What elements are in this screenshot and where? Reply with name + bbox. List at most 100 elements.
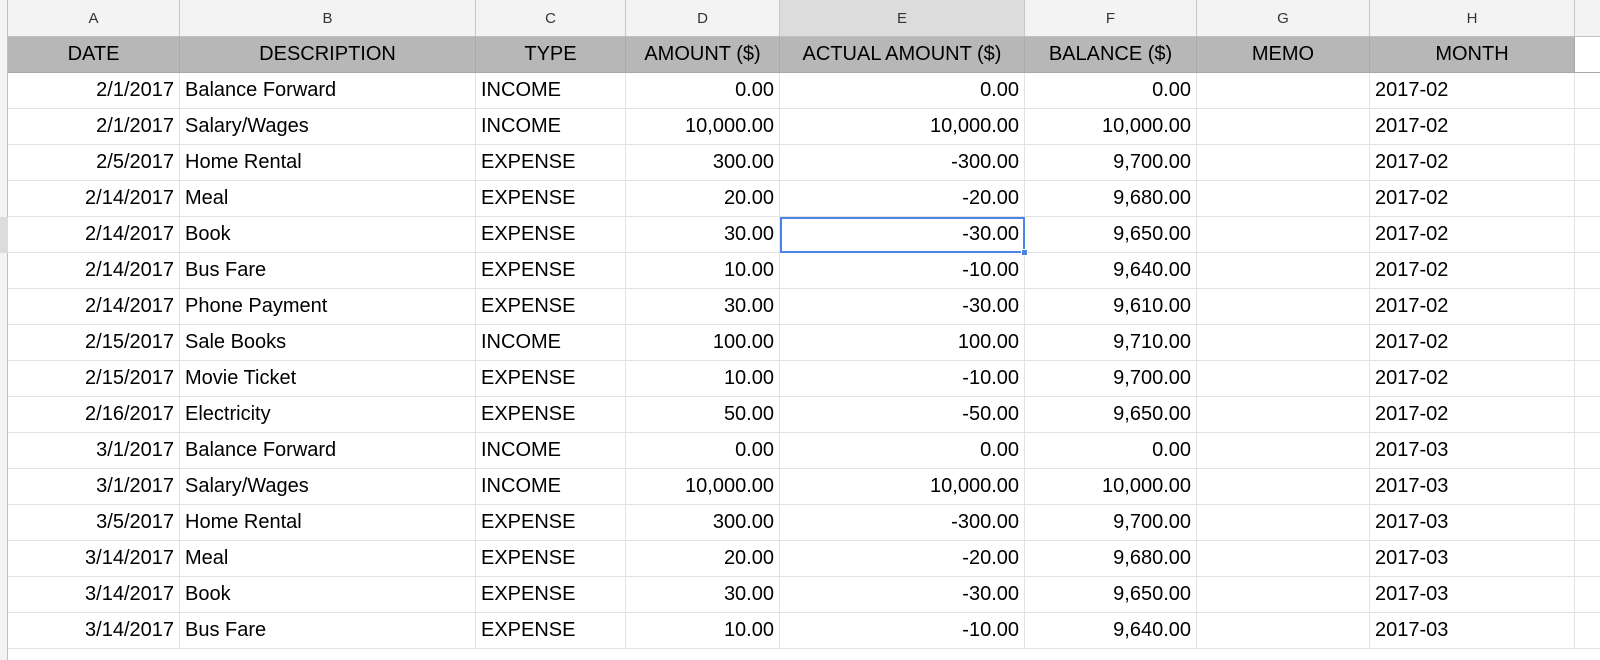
cell-month[interactable]: 2017-02 — [1370, 109, 1575, 145]
empty-cell[interactable] — [1575, 253, 1600, 289]
cell-amount[interactable]: 100.00 — [626, 325, 780, 361]
cell-balance[interactable]: 9,680.00 — [1025, 181, 1197, 217]
cell-description[interactable]: Salary/Wages — [180, 469, 476, 505]
cell-month[interactable]: 2017-02 — [1370, 73, 1575, 109]
column-header-b[interactable]: B — [180, 0, 476, 36]
cell-actual-amount[interactable]: -30.00 — [780, 577, 1025, 613]
cell-balance[interactable]: 9,700.00 — [1025, 145, 1197, 181]
cell-amount[interactable]: 10,000.00 — [626, 109, 780, 145]
empty-cell[interactable] — [1575, 73, 1600, 109]
cell-month[interactable]: 2017-03 — [1370, 613, 1575, 649]
empty-cell[interactable] — [1575, 325, 1600, 361]
cell-actual-amount[interactable]: -10.00 — [780, 361, 1025, 397]
cell-type[interactable]: INCOME — [476, 433, 626, 469]
cell-actual-amount[interactable]: -50.00 — [780, 397, 1025, 433]
cell-actual-amount[interactable]: 10,000.00 — [780, 109, 1025, 145]
empty-cell[interactable] — [1575, 505, 1600, 541]
empty-cell[interactable] — [1575, 433, 1600, 469]
cell-balance[interactable]: 9,640.00 — [1025, 613, 1197, 649]
cell-date[interactable]: 2/15/2017 — [8, 361, 180, 397]
cell-memo[interactable] — [1197, 217, 1370, 253]
cell-memo[interactable] — [1197, 361, 1370, 397]
cell-balance[interactable]: 9,640.00 — [1025, 253, 1197, 289]
cell-balance[interactable]: 9,700.00 — [1025, 505, 1197, 541]
cell-actual-amount[interactable]: 0.00 — [780, 73, 1025, 109]
cell-month[interactable]: 2017-02 — [1370, 145, 1575, 181]
cell-type[interactable]: EXPENSE — [476, 397, 626, 433]
cell-actual-amount[interactable]: -30.00 — [780, 289, 1025, 325]
column-header-e[interactable]: E — [780, 0, 1025, 36]
column-header-a[interactable]: A — [8, 0, 180, 36]
cell-amount[interactable]: 0.00 — [626, 73, 780, 109]
cell-description[interactable]: Home Rental — [180, 145, 476, 181]
empty-cell[interactable] — [1575, 469, 1600, 505]
cell-type[interactable]: EXPENSE — [476, 361, 626, 397]
cell-amount[interactable]: 10.00 — [626, 361, 780, 397]
cell-date[interactable]: 2/14/2017 — [8, 289, 180, 325]
cell-memo[interactable] — [1197, 541, 1370, 577]
cell-amount[interactable]: 300.00 — [626, 505, 780, 541]
cell-memo[interactable] — [1197, 397, 1370, 433]
cell-balance[interactable]: 10,000.00 — [1025, 109, 1197, 145]
cell-date[interactable]: 2/1/2017 — [8, 109, 180, 145]
header-cell[interactable]: MONTH — [1370, 37, 1575, 73]
cell-month[interactable]: 2017-02 — [1370, 181, 1575, 217]
cell-date[interactable]: 2/5/2017 — [8, 145, 180, 181]
column-header-h[interactable]: H — [1370, 0, 1575, 36]
cell-balance[interactable]: 9,680.00 — [1025, 541, 1197, 577]
cell-actual-amount[interactable]: -10.00 — [780, 613, 1025, 649]
row-header-gutter[interactable] — [0, 0, 8, 660]
column-header-d[interactable]: D — [626, 0, 780, 36]
cell-memo[interactable] — [1197, 433, 1370, 469]
cell-description[interactable]: Balance Forward — [180, 433, 476, 469]
cell-memo[interactable] — [1197, 469, 1370, 505]
cell-description[interactable]: Salary/Wages — [180, 109, 476, 145]
cell-type[interactable]: EXPENSE — [476, 289, 626, 325]
cell-memo[interactable] — [1197, 505, 1370, 541]
cell-type[interactable]: INCOME — [476, 73, 626, 109]
empty-cell[interactable] — [1575, 577, 1600, 613]
cell-amount[interactable]: 20.00 — [626, 541, 780, 577]
cell-date[interactable]: 3/14/2017 — [8, 577, 180, 613]
cell-type[interactable]: EXPENSE — [476, 181, 626, 217]
cell-description[interactable]: Book — [180, 217, 476, 253]
header-cell[interactable]: ACTUAL AMOUNT ($) — [780, 37, 1025, 73]
cell-memo[interactable] — [1197, 181, 1370, 217]
cell-month[interactable]: 2017-02 — [1370, 217, 1575, 253]
cell-actual-amount[interactable]: -10.00 — [780, 253, 1025, 289]
cell-type[interactable]: INCOME — [476, 469, 626, 505]
cell-memo[interactable] — [1197, 109, 1370, 145]
cell-month[interactable]: 2017-02 — [1370, 289, 1575, 325]
cell-type[interactable]: EXPENSE — [476, 577, 626, 613]
cell-actual-amount[interactable]: 10,000.00 — [780, 469, 1025, 505]
cell-actual-amount[interactable]: -30.00 — [780, 217, 1028, 256]
cell-actual-amount[interactable]: -20.00 — [780, 541, 1025, 577]
cell-type[interactable]: EXPENSE — [476, 217, 626, 253]
cell-description[interactable]: Sale Books — [180, 325, 476, 361]
cell-balance[interactable]: 0.00 — [1025, 73, 1197, 109]
cell-description[interactable]: Balance Forward — [180, 73, 476, 109]
cell-actual-amount[interactable]: 100.00 — [780, 325, 1025, 361]
cell-description[interactable]: Phone Payment — [180, 289, 476, 325]
cell-balance[interactable]: 9,700.00 — [1025, 361, 1197, 397]
cell-date[interactable]: 3/14/2017 — [8, 613, 180, 649]
column-header-c[interactable]: C — [476, 0, 626, 36]
cell-month[interactable]: 2017-02 — [1370, 325, 1575, 361]
cell-memo[interactable] — [1197, 73, 1370, 109]
column-header-g[interactable]: G — [1197, 0, 1370, 36]
empty-cell[interactable] — [1575, 289, 1600, 325]
cell-balance[interactable]: 9,650.00 — [1025, 577, 1197, 613]
empty-cell[interactable] — [1575, 109, 1600, 145]
cell-memo[interactable] — [1197, 325, 1370, 361]
header-cell[interactable]: DESCRIPTION — [180, 37, 476, 73]
cell-amount[interactable]: 30.00 — [626, 217, 780, 253]
cell-date[interactable]: 3/14/2017 — [8, 541, 180, 577]
empty-cell[interactable] — [1575, 361, 1600, 397]
header-cell[interactable]: BALANCE ($) — [1025, 37, 1197, 73]
cell-description[interactable]: Meal — [180, 181, 476, 217]
cell-date[interactable]: 2/1/2017 — [8, 73, 180, 109]
cell-date[interactable]: 2/14/2017 — [8, 253, 180, 289]
empty-cell[interactable] — [1575, 613, 1600, 649]
cell-balance[interactable]: 10,000.00 — [1025, 469, 1197, 505]
column-header-f[interactable]: F — [1025, 0, 1197, 36]
